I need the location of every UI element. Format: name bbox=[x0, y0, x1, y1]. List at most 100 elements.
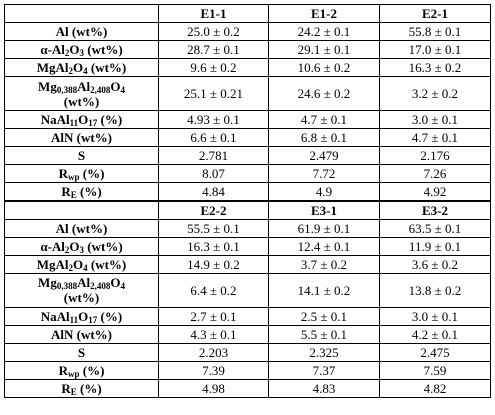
table-cell: 5.5 ± 0.1 bbox=[268, 324, 380, 344]
row-label: AlN (wt%) bbox=[4, 324, 159, 344]
row-label: RE (%) bbox=[4, 378, 159, 398]
row-label: α-Al2O3 (wt%) bbox=[4, 40, 159, 59]
table-cell: 24.2 ± 0.1 bbox=[268, 22, 380, 41]
row-label: Al (wt%) bbox=[4, 218, 159, 238]
table-cell: 7.39 bbox=[158, 360, 269, 380]
table-cell: 29.1 ± 0.1 bbox=[268, 40, 380, 59]
table-cell: 2.325 bbox=[268, 342, 380, 362]
table-cell: 8.07 bbox=[158, 164, 269, 183]
row-label: MgAl2O4 (wt%) bbox=[4, 58, 159, 77]
row-label: NaAl11O17 (%) bbox=[4, 306, 159, 326]
table-row: NaAl11O17 (%) 2.7 ± 0.1 2.5 ± 0.1 3.0 ± … bbox=[4, 306, 491, 326]
column-header-e1-2: E1-2 bbox=[268, 4, 380, 23]
table-cell: 25.0 ± 0.2 bbox=[158, 22, 269, 41]
column-header-e3-1: E3-1 bbox=[268, 199, 380, 220]
row-label: RE (%) bbox=[4, 182, 159, 201]
column-header-e2-1: E2-1 bbox=[379, 4, 491, 23]
table-cell: 2.203 bbox=[158, 342, 269, 362]
table-row: NaAl11O17 (%) 4.93 ± 0.1 4.7 ± 0.1 3.0 ±… bbox=[4, 110, 491, 129]
table-row: Al (wt%) 55.5 ± 0.1 61.9 ± 0.1 63.5 ± 0.… bbox=[4, 218, 491, 238]
table-row: MgAl2O4 (wt%) 14.9 ± 0.2 3.7 ± 0.2 3.6 ±… bbox=[4, 254, 491, 274]
row-label: MgAl2O4 (wt%) bbox=[4, 254, 159, 274]
column-header-e3-2: E3-2 bbox=[379, 199, 491, 220]
table-cell: 7.37 bbox=[268, 360, 380, 380]
table-cell: 61.9 ± 0.1 bbox=[268, 218, 380, 238]
table-cell: 2.781 bbox=[158, 146, 269, 165]
corner-cell bbox=[4, 4, 159, 23]
results-table-container: E1-1 E1-2 E2-1 Al (wt%) 25.0 ± 0.2 24.2 … bbox=[4, 4, 491, 398]
table-cell: 16.3 ± 0.1 bbox=[158, 236, 269, 256]
table-cell: 63.5 ± 0.1 bbox=[379, 218, 491, 238]
row-label: Rwp (%) bbox=[4, 360, 159, 380]
table-cell: 3.6 ± 0.2 bbox=[379, 254, 491, 274]
column-header-e2-2: E2-2 bbox=[158, 199, 269, 220]
table-row: α-Al2O3 (wt%) 16.3 ± 0.1 12.4 ± 0.1 11.9… bbox=[4, 236, 491, 256]
table-cell: 11.9 ± 0.1 bbox=[379, 236, 491, 256]
table-row: Rwp (%) 7.39 7.37 7.59 bbox=[4, 360, 491, 380]
table-cell: 6.6 ± 0.1 bbox=[158, 128, 269, 147]
header-row: E1-1 E1-2 E2-1 bbox=[4, 4, 491, 23]
table-cell: 4.84 bbox=[158, 182, 269, 201]
table-cell: 3.2 ± 0.2 bbox=[379, 76, 491, 111]
table-cell: 7.26 bbox=[379, 164, 491, 183]
table-row: S 2.203 2.325 2.475 bbox=[4, 342, 491, 362]
table-row: α-Al2O3 (wt%) 28.7 ± 0.1 29.1 ± 0.1 17.0… bbox=[4, 40, 491, 59]
row-label: Al (wt%) bbox=[4, 22, 159, 41]
table-cell: 4.93 ± 0.1 bbox=[158, 110, 269, 129]
row-label: S bbox=[4, 342, 159, 362]
row-label: S bbox=[4, 146, 159, 165]
table-cell: 14.9 ± 0.2 bbox=[158, 254, 269, 274]
table-cell: 4.9 bbox=[268, 182, 380, 201]
table-cell: 3.7 ± 0.2 bbox=[268, 254, 380, 274]
table-cell: 7.72 bbox=[268, 164, 380, 183]
table-row: S 2.781 2.479 2.176 bbox=[4, 146, 491, 165]
table-cell: 9.6 ± 0.2 bbox=[158, 58, 269, 77]
row-label: NaAl11O17 (%) bbox=[4, 110, 159, 129]
row-label: Mg0,388Al2,408O4 (wt%) bbox=[4, 272, 159, 308]
table-cell: 6.4 ± 0.2 bbox=[158, 272, 269, 308]
table-cell: 28.7 ± 0.1 bbox=[158, 40, 269, 59]
results-table: E1-1 E1-2 E2-1 Al (wt%) 25.0 ± 0.2 24.2 … bbox=[4, 4, 491, 398]
table-cell: 13.8 ± 0.2 bbox=[379, 272, 491, 308]
row-label: AlN (wt%) bbox=[4, 128, 159, 147]
table-cell: 4.82 bbox=[379, 378, 491, 398]
table-row: Mg0,388Al2,408O4 (wt%) 6.4 ± 0.2 14.1 ± 0… bbox=[4, 272, 491, 308]
table-cell: 2.475 bbox=[379, 342, 491, 362]
table-cell: 4.83 bbox=[268, 378, 380, 398]
table-row: RE (%) 4.98 4.83 4.82 bbox=[4, 378, 491, 398]
column-header-e1-1: E1-1 bbox=[158, 4, 269, 23]
table-cell: 4.92 bbox=[379, 182, 491, 201]
row-label: α-Al2O3 (wt%) bbox=[4, 236, 159, 256]
corner-cell bbox=[4, 199, 159, 220]
table-cell: 2.479 bbox=[268, 146, 380, 165]
table-cell: 4.7 ± 0.1 bbox=[268, 110, 380, 129]
table-cell: 24.6 ± 0.2 bbox=[268, 76, 380, 111]
table-cell: 2.176 bbox=[379, 146, 491, 165]
table-cell: 4.3 ± 0.1 bbox=[158, 324, 269, 344]
table-cell: 7.59 bbox=[379, 360, 491, 380]
table-cell: 10.6 ± 0.2 bbox=[268, 58, 380, 77]
table-row: MgAl2O4 (wt%) 9.6 ± 0.2 10.6 ± 0.2 16.3 … bbox=[4, 58, 491, 77]
table-cell: 4.2 ± 0.1 bbox=[379, 324, 491, 344]
table-cell: 3.0 ± 0.1 bbox=[379, 306, 491, 326]
table-cell: 6.8 ± 0.1 bbox=[268, 128, 380, 147]
table-cell: 55.5 ± 0.1 bbox=[158, 218, 269, 238]
table-row: Mg0,388Al2,408O4 (wt%) 25.1 ± 0.21 24.6 ±… bbox=[4, 76, 491, 111]
row-label: Rwp (%) bbox=[4, 164, 159, 183]
table-row: Rwp (%) 8.07 7.72 7.26 bbox=[4, 164, 491, 183]
table-cell: 2.5 ± 0.1 bbox=[268, 306, 380, 326]
table-cell: 2.7 ± 0.1 bbox=[158, 306, 269, 326]
table-row: RE (%) 4.84 4.9 4.92 bbox=[4, 182, 491, 201]
row-label: Mg0,388Al2,408O4 (wt%) bbox=[4, 76, 159, 111]
table-row: AlN (wt%) 4.3 ± 0.1 5.5 ± 0.1 4.2 ± 0.1 bbox=[4, 324, 491, 344]
table-cell: 4.7 ± 0.1 bbox=[379, 128, 491, 147]
table-cell: 12.4 ± 0.1 bbox=[268, 236, 380, 256]
table-cell: 3.0 ± 0.1 bbox=[379, 110, 491, 129]
table-cell: 4.98 bbox=[158, 378, 269, 398]
table-cell: 16.3 ± 0.2 bbox=[379, 58, 491, 77]
table-cell: 25.1 ± 0.21 bbox=[158, 76, 269, 111]
table-row: Al (wt%) 25.0 ± 0.2 24.2 ± 0.1 55.8 ± 0.… bbox=[4, 22, 491, 41]
table-cell: 14.1 ± 0.2 bbox=[268, 272, 380, 308]
table-cell: 55.8 ± 0.1 bbox=[379, 22, 491, 41]
header-row: E2-2 E3-1 E3-2 bbox=[4, 199, 491, 220]
